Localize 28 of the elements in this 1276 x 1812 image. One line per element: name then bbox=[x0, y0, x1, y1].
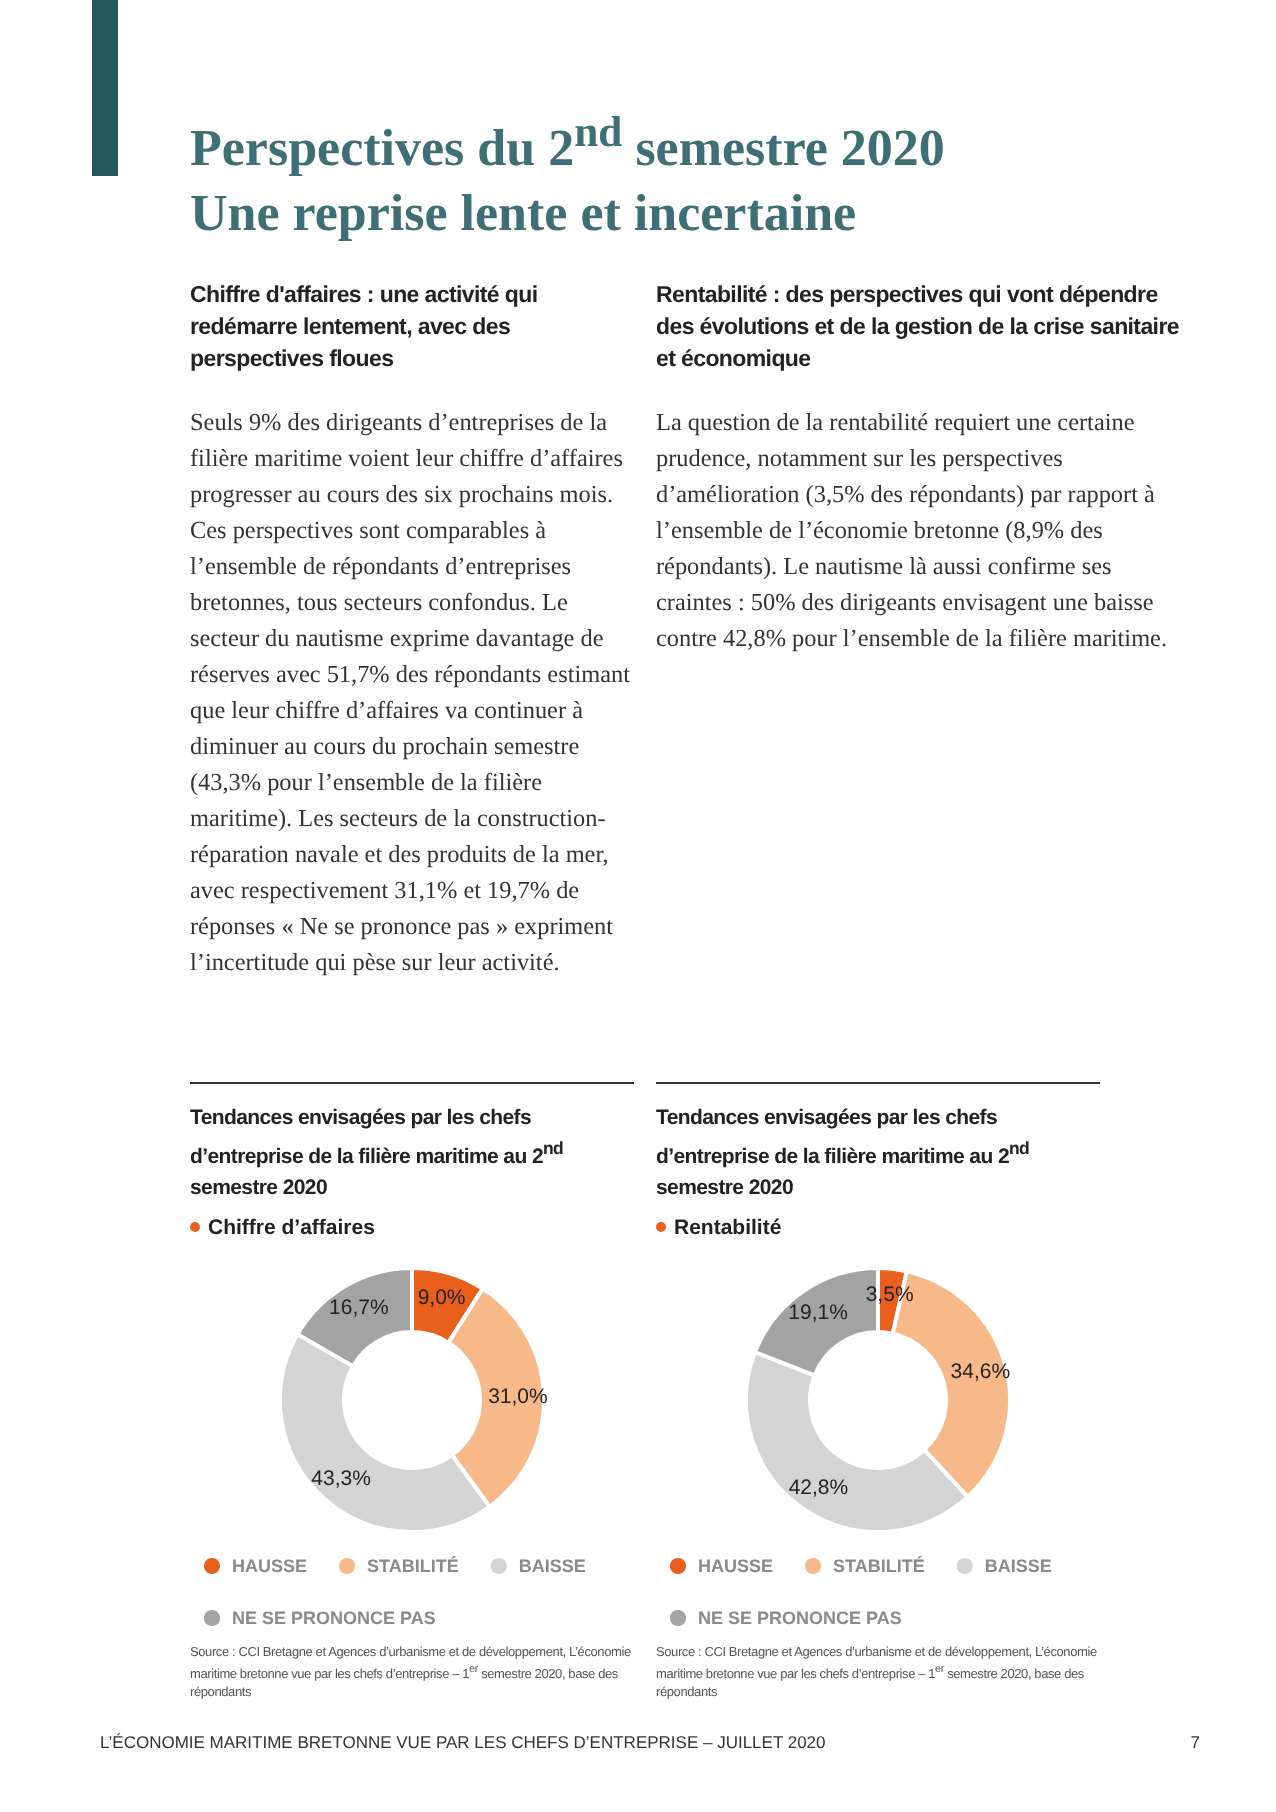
text: Chiffre d'affaires : une activité qui redémarre lentement, avec des perspectives floues bbox=[190, 282, 540, 376]
chart-subtitle: Rentabilité bbox=[674, 1215, 782, 1239]
data-label: 3,5% bbox=[865, 1281, 914, 1306]
data-label: 19,1% bbox=[788, 1299, 848, 1324]
legend-label: BAISSE bbox=[984, 1555, 1052, 1575]
text: Perspectives du 2$^{nd}$ semestre 2020 bbox=[190, 106, 945, 182]
legend-label: STABILITÉ bbox=[833, 1555, 925, 1575]
data-label: 43,3% bbox=[311, 1465, 371, 1490]
text: Une reprise lente et incertaine bbox=[190, 181, 859, 246]
chart-subtitle: Chiffre d’affaires bbox=[208, 1215, 375, 1239]
data-label: 42,8% bbox=[788, 1474, 849, 1499]
legend-label: STABILITÉ bbox=[367, 1555, 459, 1575]
legend-label: NE SE PRONONCE PAS bbox=[232, 1607, 436, 1627]
legend-label: HAUSSE bbox=[698, 1555, 774, 1575]
text: 7 bbox=[1190, 1732, 1200, 1752]
data-label: 31,0% bbox=[488, 1383, 548, 1408]
data-label: 16,7% bbox=[329, 1295, 389, 1320]
text: Rentabilité : des perspectives qui vont dépendre des évolutions et de la gestion de la crise sanitaire et économique bbox=[656, 282, 1181, 376]
legend-label: BAISSE bbox=[518, 1555, 586, 1575]
data-label: 9,0% bbox=[417, 1285, 466, 1310]
legend-label: NE SE PRONONCE PAS bbox=[698, 1607, 902, 1627]
legend-label: HAUSSE bbox=[232, 1555, 308, 1575]
text: L’ÉCONOMIE MARITIME BRETONNE VUE PAR LES CHEFS D’ENTREPRISE – JUILLET 2020 bbox=[100, 1732, 826, 1752]
text: La question de la rentabilité requiert une certaine prudence, notamment sur les perspectives d’amélioration (3,5% des répondants) par rapport à l’ensemble de l’économie bretonne (8,9% des répondants). Le nautisme là aussi confirme ses craintes : 50% des dirigeants envisagent une baisse contre 42,8% pour l’ensemble de la filière maritime. bbox=[656, 406, 1170, 656]
chart-title: Tendances envisagées par les chefs d’entreprise de la filière maritime au 2$^{nd}$ semestre 2020 bbox=[656, 1106, 1030, 1199]
text: Seuls 9% des dirigeants d’entreprises de la filière maritime voient leur chiffre d’affaires progresser au cours des six prochains mois. Ces perspectives sont comparables à l’ensemble de répondants d’entreprises bretonnes, tous secteurs confondus. Le secteur du nautisme exprime davantage de réserves avec 51,7% des répondants estimant que leur chiffre d’affaires va continuer à diminuer au cours du prochain semestre (43,3% pour l’ensemble de la filière maritime). Les secteurs de la construction-réparation navale et des produits de la mer, avec respectivement 31,1% et 19,7% de réponses « Ne se prononce pas » expriment l’incertitude qui pèse sur leur activité. bbox=[190, 408, 630, 976]
chart-title: Tendances envisagées par les chefs d’entreprise de la filière maritime au 2$^{nd}$ semestre 2020 bbox=[190, 1106, 564, 1199]
data-label: 34,6% bbox=[950, 1359, 1011, 1384]
